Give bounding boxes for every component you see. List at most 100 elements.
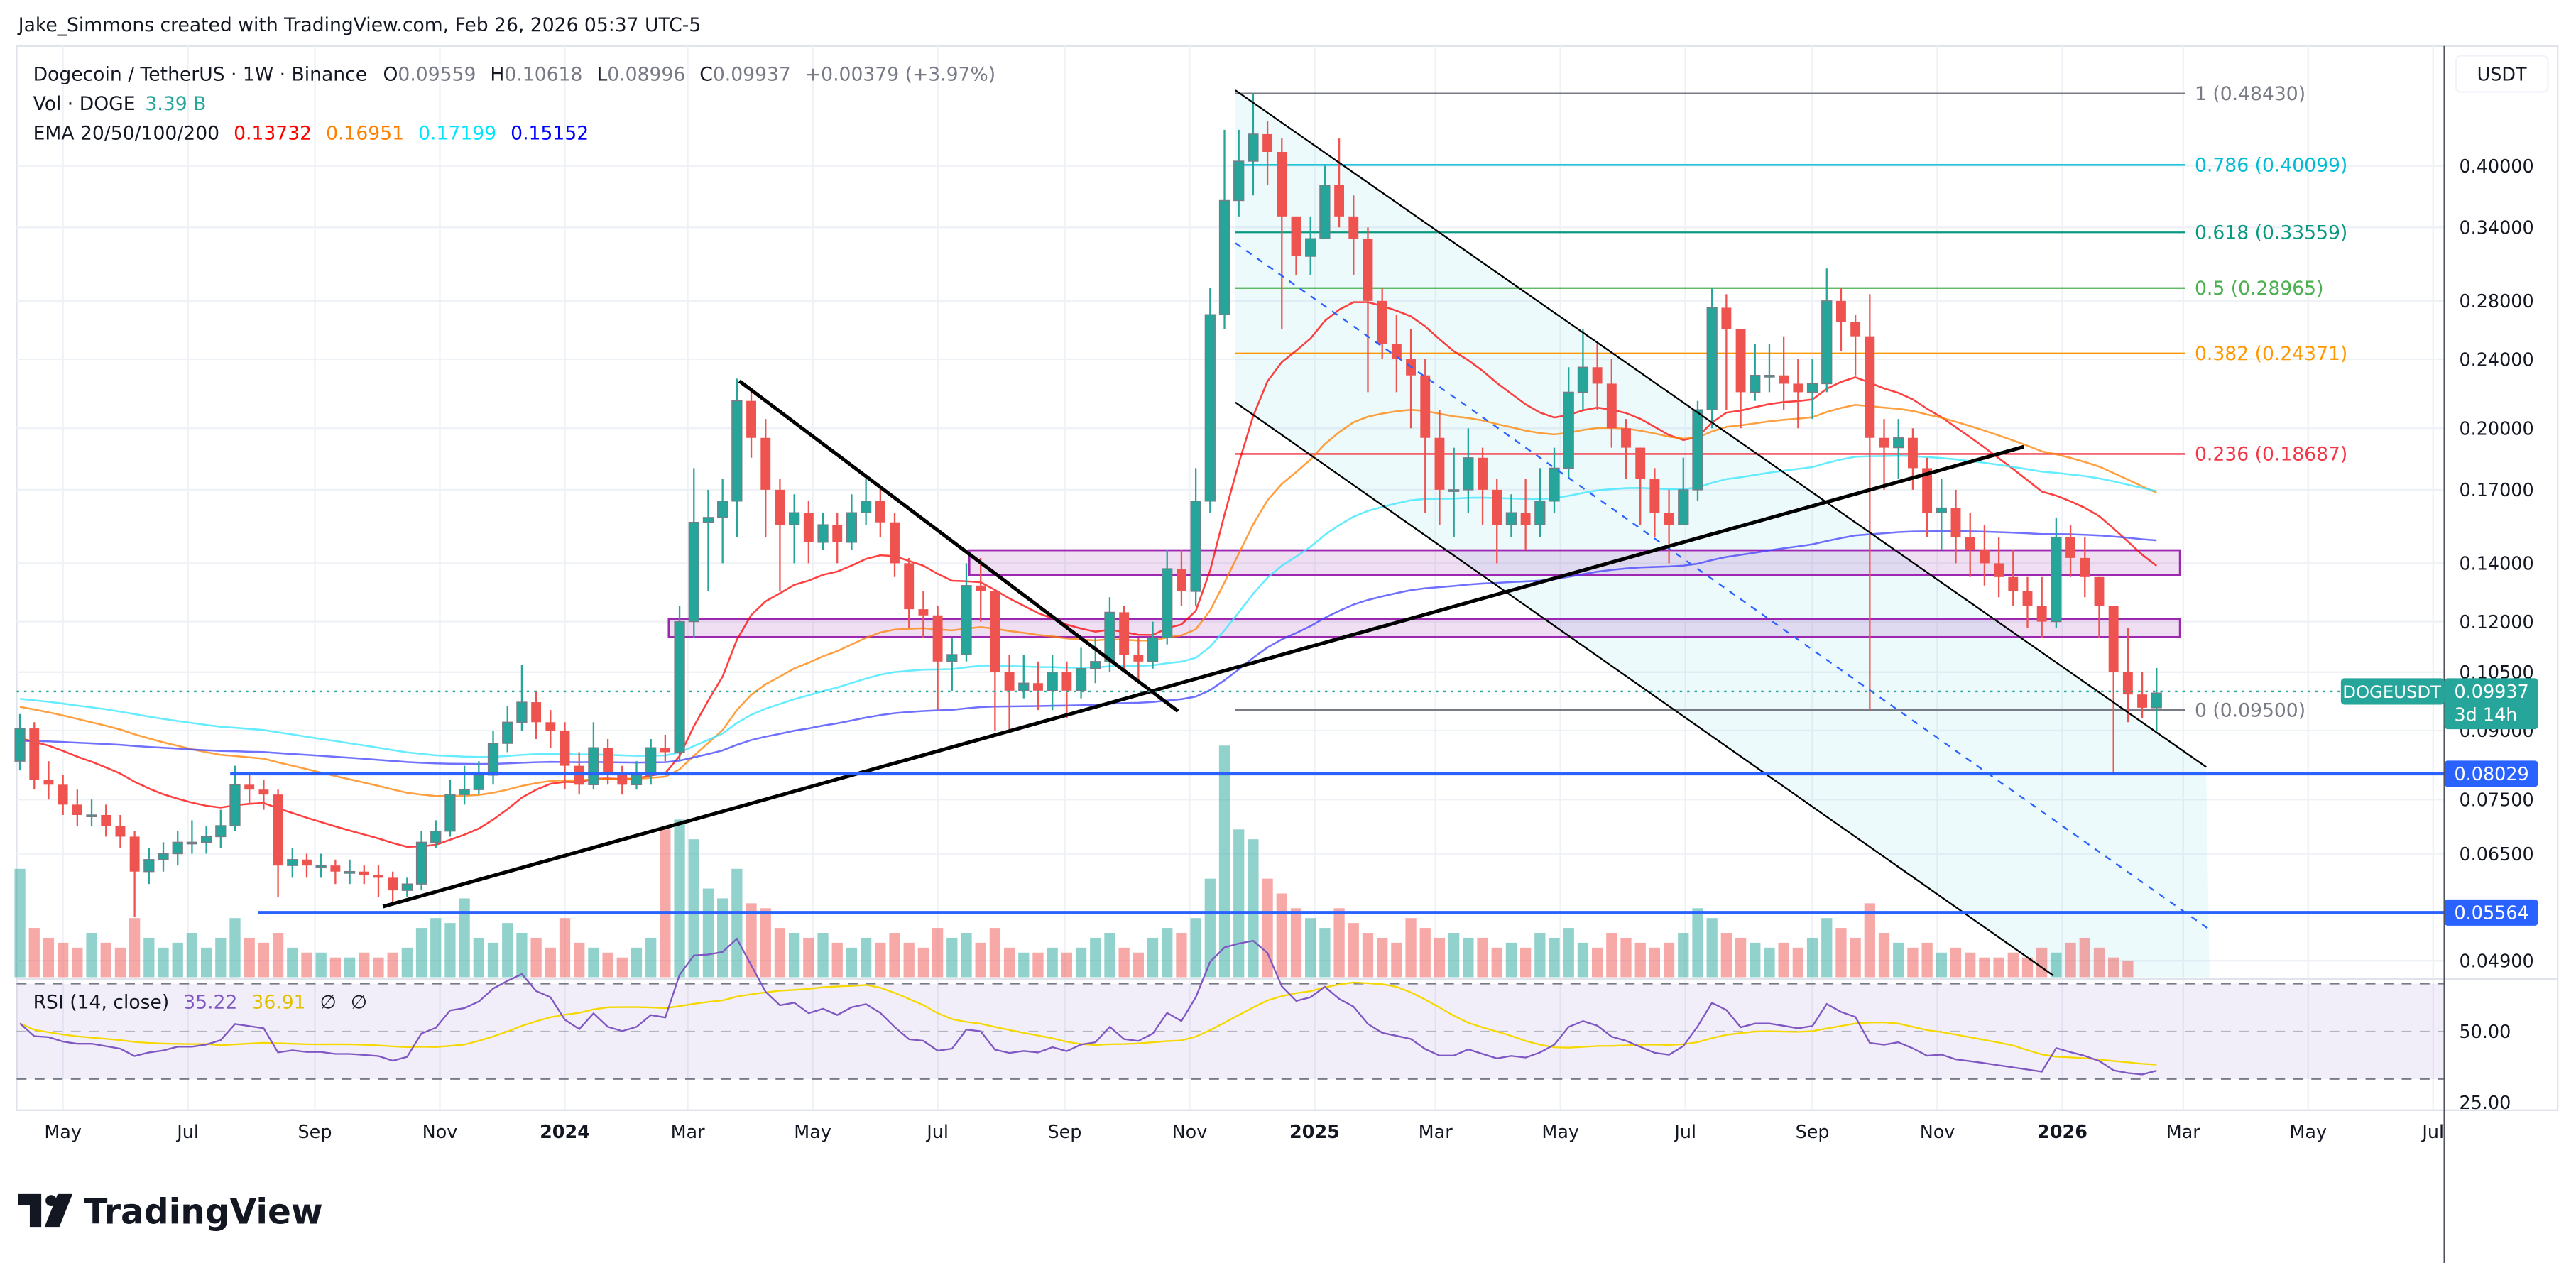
symbol-tag (2340, 678, 2445, 705)
volume-bar (1993, 957, 2004, 978)
candle-up (143, 859, 155, 873)
candle-up (516, 701, 528, 723)
volume-bar (1979, 957, 1990, 978)
channel-mid-line[interactable] (1235, 242, 2210, 931)
candle-up (215, 825, 227, 838)
volume-bar (186, 933, 198, 978)
candle-up (1692, 409, 1703, 491)
candle-down (1004, 672, 1015, 691)
time-label: Jul (2421, 1121, 2444, 1142)
volume-bar (1018, 952, 1030, 978)
channel-lower-line[interactable] (1235, 401, 2054, 977)
volume-bar (688, 839, 699, 978)
descending-trendline[interactable] (738, 379, 1179, 713)
candle-up (444, 794, 456, 832)
time-label: Nov (1172, 1121, 1208, 1142)
candle-up (1305, 238, 1316, 257)
candle-down (1793, 383, 1803, 393)
last-price-tag (2444, 678, 2538, 730)
volume-bar (1377, 937, 1388, 978)
candle-up (1463, 457, 1474, 491)
price-label: 0.40000 (2459, 155, 2533, 177)
time-axis[interactable]: May Jul Sep Nov 2024 Mar May Jul Sep Nov 2025 Mar Ma… (44, 1121, 2444, 1142)
volume-bar (1950, 947, 1962, 978)
candle-down (545, 722, 556, 731)
candle-down (330, 865, 341, 872)
time-label: May (794, 1121, 831, 1142)
candle-up (1893, 437, 1904, 449)
volume-bar (889, 933, 900, 978)
candle-up (287, 859, 298, 866)
candle-up (1750, 375, 1761, 393)
candle-up (588, 747, 599, 785)
volume-bar (1750, 942, 1761, 978)
candle-down (1592, 367, 1603, 384)
candle-down (1133, 654, 1144, 662)
volume-bar (114, 947, 126, 978)
volume-bar (1448, 933, 1460, 978)
price-axis[interactable]: 0.40000 0.34000 0.28000 0.24000 0.20000 0.170… (2459, 155, 2533, 1113)
supply-zone[interactable] (667, 618, 2181, 638)
candle-down (918, 609, 929, 616)
horizontal-lines[interactable]: 0.08029 0.05564 (230, 760, 2538, 926)
volume-bar (1463, 937, 1474, 978)
volume-bar (760, 908, 771, 978)
volume-bar (1305, 918, 1316, 978)
candle-up (717, 501, 728, 518)
candle-down (1262, 133, 1273, 153)
rsi-line (19, 937, 2157, 1076)
candle-down (244, 784, 255, 790)
candle-down (58, 784, 68, 805)
candle-up (1448, 489, 1460, 492)
volume-bar (1519, 947, 1532, 978)
volume-bar (674, 819, 685, 978)
volume-bar (1549, 937, 1560, 978)
volume-bar (717, 898, 728, 978)
volume-bar (172, 942, 183, 978)
volume-bar (774, 928, 786, 978)
candle-down (2008, 576, 2019, 591)
volume-bar (1333, 908, 1345, 978)
volume-bar (1850, 937, 1861, 978)
volume-bar (287, 947, 298, 978)
candle-up (1104, 611, 1115, 662)
candle-down (746, 400, 756, 438)
candle-up (86, 814, 97, 817)
candle-up (459, 789, 470, 795)
volume-bar (1634, 942, 1646, 978)
candle-down (1606, 383, 1617, 429)
volume-bar (359, 952, 370, 978)
volume-bar (28, 928, 40, 978)
tradingview-logo[interactable]: TradingView (18, 1192, 323, 1232)
candle-down (1649, 479, 1660, 513)
candle-up (430, 830, 442, 843)
ema-100-line (19, 454, 2157, 758)
candle-up (1233, 160, 1245, 202)
candle-down (1420, 375, 1431, 438)
currency-button[interactable] (2455, 55, 2549, 93)
candle-down (359, 871, 369, 875)
ascending-trendline[interactable] (382, 444, 2025, 909)
fib-label: 0.618 (0.33559) (2195, 222, 2347, 244)
volume-bar (315, 952, 327, 978)
volume-bar (1649, 947, 1661, 978)
volume-bar (1348, 923, 1359, 978)
volume-bar (831, 942, 843, 978)
volume-bar (415, 928, 427, 978)
candle-down (1635, 447, 1646, 479)
volume-bar (903, 942, 915, 978)
candle-down (1779, 375, 1789, 384)
candle-down (72, 804, 82, 815)
candle-down (1348, 216, 1359, 239)
volume-bar (1735, 937, 1747, 978)
candle-up (502, 721, 513, 744)
volume-bar (459, 898, 470, 978)
candle-up (1218, 199, 1230, 315)
volume-bar (502, 923, 513, 978)
fib-retracement[interactable]: 1 (0.48430) 0.786 (0.40099) 0.618 (0.33559… (1235, 83, 2347, 721)
candle-down (1865, 336, 1875, 438)
volume-bar (1190, 918, 1201, 978)
candle-up (846, 512, 858, 543)
channel-upper-line[interactable] (1235, 89, 2207, 768)
